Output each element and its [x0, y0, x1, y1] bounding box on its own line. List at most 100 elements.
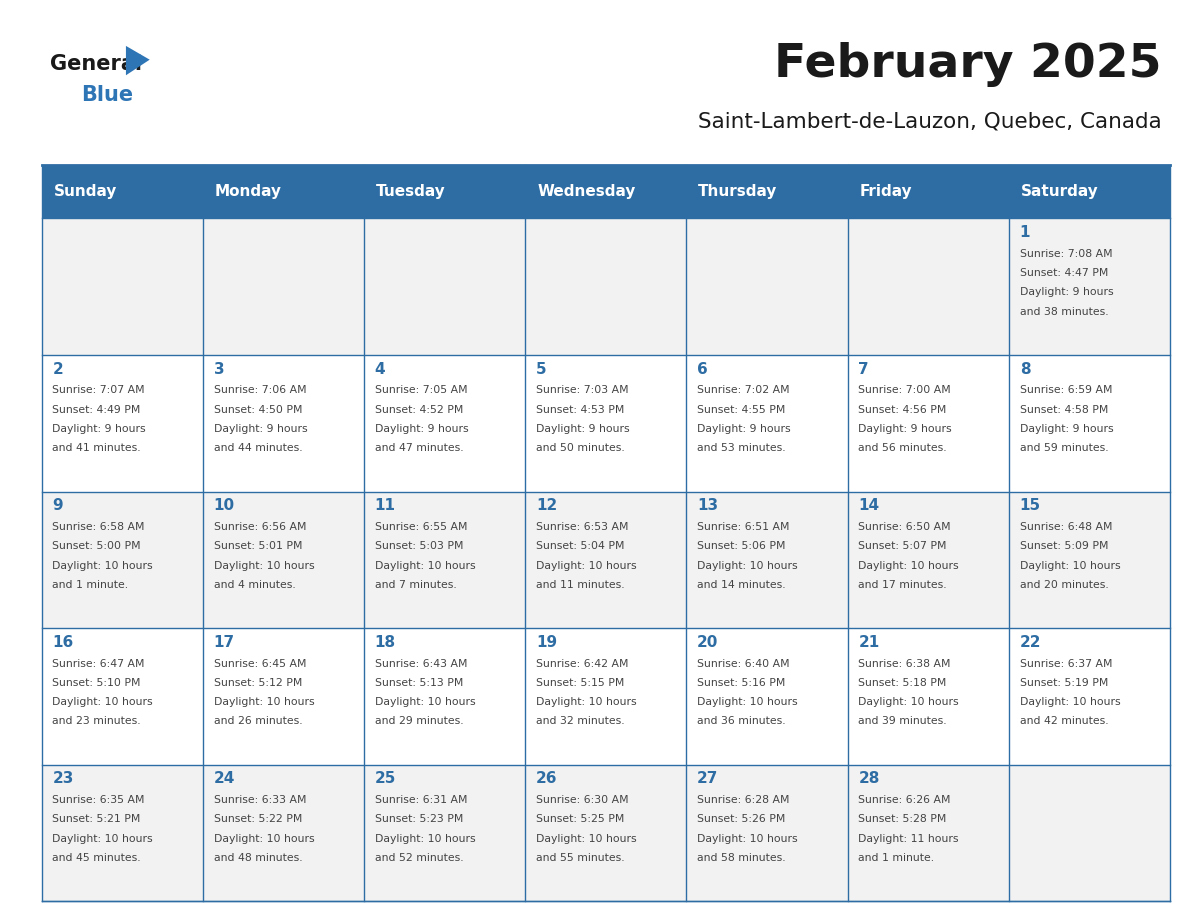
- Text: Sunrise: 6:58 AM: Sunrise: 6:58 AM: [52, 522, 145, 532]
- Text: Daylight: 10 hours: Daylight: 10 hours: [1019, 561, 1120, 570]
- Text: Sunset: 5:26 PM: Sunset: 5:26 PM: [697, 814, 785, 824]
- Text: 24: 24: [214, 771, 235, 787]
- Text: Sunrise: 6:38 AM: Sunrise: 6:38 AM: [859, 658, 950, 668]
- Text: and 52 minutes.: and 52 minutes.: [374, 853, 463, 863]
- Text: Saint-Lambert-de-Lauzon, Quebec, Canada: Saint-Lambert-de-Lauzon, Quebec, Canada: [699, 111, 1162, 131]
- Text: Thursday: Thursday: [699, 185, 778, 199]
- Bar: [42, 628, 203, 765]
- Text: and 50 minutes.: and 50 minutes.: [536, 443, 625, 453]
- Text: Wednesday: Wednesday: [537, 185, 636, 199]
- Text: 8: 8: [1019, 362, 1030, 376]
- Text: and 38 minutes.: and 38 minutes.: [1019, 307, 1108, 317]
- Text: 6: 6: [697, 362, 708, 376]
- Bar: [687, 492, 848, 628]
- Text: Daylight: 10 hours: Daylight: 10 hours: [697, 697, 798, 707]
- Text: Daylight: 9 hours: Daylight: 9 hours: [1019, 287, 1113, 297]
- Text: Sunset: 4:58 PM: Sunset: 4:58 PM: [1019, 405, 1108, 415]
- Text: Sunset: 5:28 PM: Sunset: 5:28 PM: [859, 814, 947, 824]
- Text: and 7 minutes.: and 7 minutes.: [374, 580, 456, 589]
- Text: and 26 minutes.: and 26 minutes.: [214, 716, 302, 726]
- Bar: [848, 355, 1009, 492]
- Text: Sunset: 5:04 PM: Sunset: 5:04 PM: [536, 542, 625, 551]
- Bar: [364, 492, 525, 628]
- Text: Tuesday: Tuesday: [375, 185, 446, 199]
- Text: 10: 10: [214, 498, 234, 513]
- Text: 11: 11: [374, 498, 396, 513]
- Polygon shape: [126, 46, 150, 75]
- Text: Sunset: 4:56 PM: Sunset: 4:56 PM: [859, 405, 947, 415]
- Text: and 44 minutes.: and 44 minutes.: [214, 443, 302, 453]
- Text: Blue: Blue: [81, 84, 133, 105]
- Text: Sunset: 5:03 PM: Sunset: 5:03 PM: [374, 542, 463, 551]
- Text: Sunrise: 6:55 AM: Sunrise: 6:55 AM: [374, 522, 467, 532]
- Text: Sunday: Sunday: [53, 185, 116, 199]
- Text: 28: 28: [859, 771, 880, 787]
- Text: 25: 25: [374, 771, 396, 787]
- Text: Monday: Monday: [215, 185, 282, 199]
- Text: 9: 9: [52, 498, 63, 513]
- Text: and 39 minutes.: and 39 minutes.: [859, 716, 947, 726]
- Text: and 14 minutes.: and 14 minutes.: [697, 580, 785, 589]
- Text: 4: 4: [374, 362, 385, 376]
- Text: Daylight: 9 hours: Daylight: 9 hours: [536, 424, 630, 434]
- Bar: [525, 628, 687, 765]
- Text: 1: 1: [1019, 225, 1030, 240]
- Text: 13: 13: [697, 498, 719, 513]
- Text: February 2025: February 2025: [775, 41, 1162, 87]
- Text: Daylight: 10 hours: Daylight: 10 hours: [859, 697, 959, 707]
- Text: 26: 26: [536, 771, 557, 787]
- Text: Daylight: 9 hours: Daylight: 9 hours: [697, 424, 791, 434]
- Bar: [1009, 355, 1170, 492]
- Bar: [525, 765, 687, 901]
- Text: and 1 minute.: and 1 minute.: [859, 853, 935, 863]
- Text: Sunrise: 6:35 AM: Sunrise: 6:35 AM: [52, 795, 145, 805]
- Text: Sunset: 5:12 PM: Sunset: 5:12 PM: [214, 677, 302, 688]
- Text: and 23 minutes.: and 23 minutes.: [52, 716, 141, 726]
- Text: and 29 minutes.: and 29 minutes.: [374, 716, 463, 726]
- Text: Sunset: 5:00 PM: Sunset: 5:00 PM: [52, 542, 141, 551]
- Bar: [848, 492, 1009, 628]
- Text: and 48 minutes.: and 48 minutes.: [214, 853, 302, 863]
- Text: 16: 16: [52, 634, 74, 650]
- Bar: [687, 218, 848, 355]
- Text: and 45 minutes.: and 45 minutes.: [52, 853, 141, 863]
- Text: Sunrise: 6:59 AM: Sunrise: 6:59 AM: [1019, 386, 1112, 396]
- Text: Sunset: 5:06 PM: Sunset: 5:06 PM: [697, 542, 785, 551]
- Text: Sunset: 5:19 PM: Sunset: 5:19 PM: [1019, 677, 1108, 688]
- Text: and 11 minutes.: and 11 minutes.: [536, 580, 625, 589]
- Bar: [203, 355, 364, 492]
- Text: Sunrise: 6:28 AM: Sunrise: 6:28 AM: [697, 795, 790, 805]
- Text: Sunrise: 6:45 AM: Sunrise: 6:45 AM: [214, 658, 307, 668]
- Bar: [364, 628, 525, 765]
- Bar: [203, 218, 364, 355]
- Text: Sunrise: 7:02 AM: Sunrise: 7:02 AM: [697, 386, 790, 396]
- Text: Sunset: 4:55 PM: Sunset: 4:55 PM: [697, 405, 785, 415]
- Text: Sunrise: 6:48 AM: Sunrise: 6:48 AM: [1019, 522, 1112, 532]
- Text: Daylight: 9 hours: Daylight: 9 hours: [859, 424, 952, 434]
- Text: and 20 minutes.: and 20 minutes.: [1019, 580, 1108, 589]
- Text: Daylight: 9 hours: Daylight: 9 hours: [214, 424, 308, 434]
- Text: General: General: [50, 54, 141, 74]
- Text: Sunset: 5:23 PM: Sunset: 5:23 PM: [374, 814, 463, 824]
- Text: 19: 19: [536, 634, 557, 650]
- Bar: [1009, 765, 1170, 901]
- Bar: [42, 492, 203, 628]
- Text: Sunrise: 7:03 AM: Sunrise: 7:03 AM: [536, 386, 628, 396]
- Text: Daylight: 10 hours: Daylight: 10 hours: [52, 561, 153, 570]
- Bar: [848, 218, 1009, 355]
- Text: 7: 7: [859, 362, 870, 376]
- Text: Sunrise: 6:43 AM: Sunrise: 6:43 AM: [374, 658, 467, 668]
- Text: 14: 14: [859, 498, 879, 513]
- Text: Sunset: 5:16 PM: Sunset: 5:16 PM: [697, 677, 785, 688]
- Text: Sunrise: 6:56 AM: Sunrise: 6:56 AM: [214, 522, 307, 532]
- Text: Sunset: 5:09 PM: Sunset: 5:09 PM: [1019, 542, 1108, 551]
- Text: and 55 minutes.: and 55 minutes.: [536, 853, 625, 863]
- Bar: [42, 165, 1170, 218]
- Text: Sunset: 4:52 PM: Sunset: 4:52 PM: [374, 405, 463, 415]
- Text: Sunrise: 6:40 AM: Sunrise: 6:40 AM: [697, 658, 790, 668]
- Text: Daylight: 10 hours: Daylight: 10 hours: [536, 697, 637, 707]
- Bar: [525, 218, 687, 355]
- Text: 2: 2: [52, 362, 63, 376]
- Text: Sunset: 5:07 PM: Sunset: 5:07 PM: [859, 542, 947, 551]
- Bar: [687, 765, 848, 901]
